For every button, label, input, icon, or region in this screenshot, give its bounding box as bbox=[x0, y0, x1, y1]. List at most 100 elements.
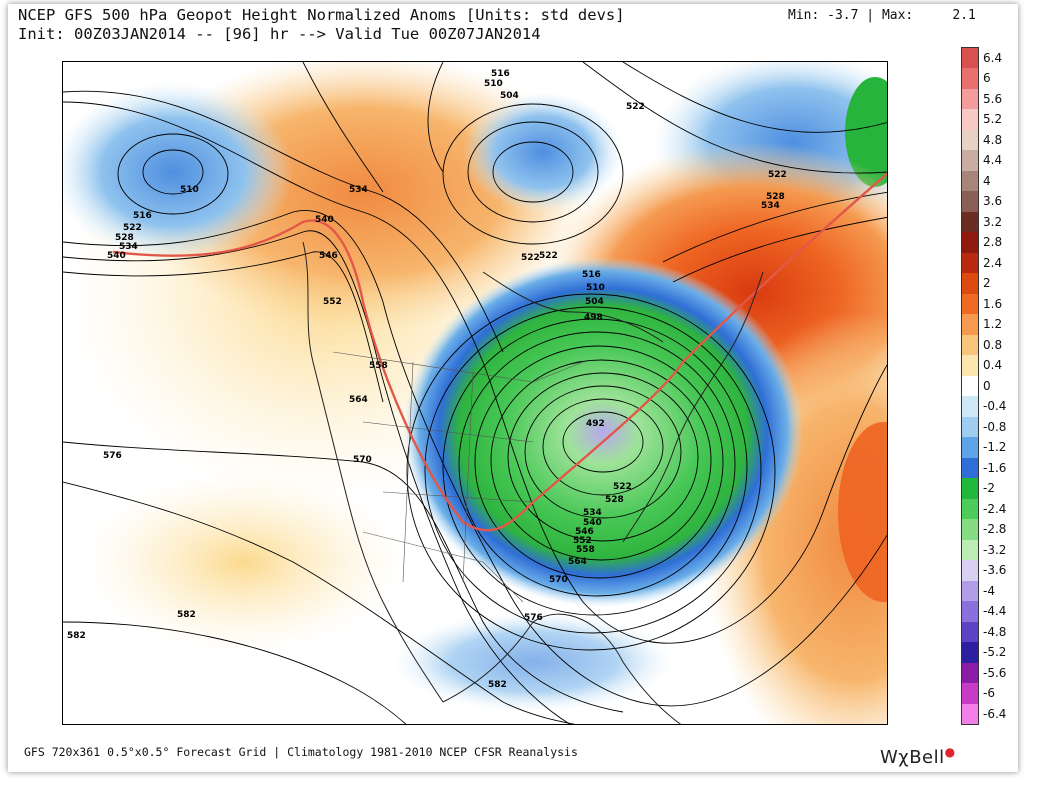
colorbar-swatch bbox=[962, 642, 978, 664]
colorbar-swatch bbox=[962, 621, 978, 643]
anomaly-north-pacific-low bbox=[63, 82, 293, 262]
colorbar-swatch bbox=[962, 232, 978, 254]
contour-label: 576 bbox=[524, 613, 543, 623]
contour-label: 564 bbox=[349, 395, 368, 405]
coastlines bbox=[302, 241, 764, 724]
contour-label: 498 bbox=[584, 313, 603, 323]
contour-label: 558 bbox=[576, 545, 595, 555]
contour-label: 564 bbox=[568, 557, 587, 567]
colorbar bbox=[961, 47, 979, 725]
contour-label: 528 bbox=[605, 495, 624, 505]
colorbar-label: -4.4 bbox=[983, 604, 1007, 619]
colorbar-label: 4.4 bbox=[983, 153, 1003, 168]
footer-info: GFS 720x361 0.5°x0.5° Forecast Grid | Cl… bbox=[24, 745, 578, 759]
max-value: 2.1 bbox=[952, 8, 976, 23]
contour-label: 534 bbox=[583, 508, 602, 518]
anomaly-pacific-warm bbox=[83, 472, 403, 652]
contour-label: 546 bbox=[319, 251, 338, 261]
contour-label: 552 bbox=[323, 297, 342, 307]
anomaly-arctic-low bbox=[463, 92, 623, 212]
colorbar-swatch bbox=[962, 48, 978, 69]
colorbar-swatch bbox=[962, 498, 978, 520]
colorbar-label: 2 bbox=[983, 276, 991, 291]
colorbar-label: 0 bbox=[983, 378, 991, 393]
contour-label: 522 bbox=[539, 251, 558, 261]
colorbar-swatch bbox=[962, 560, 978, 582]
map-canvas: 516 510 504 522 534 528 534 522 510 516 … bbox=[63, 62, 887, 724]
contour-label: 540 bbox=[315, 215, 334, 225]
colorbar-label: 2.4 bbox=[983, 255, 1003, 270]
anomaly-atlantic-core bbox=[838, 422, 887, 602]
colorbar-swatch bbox=[962, 129, 978, 151]
colorbar-swatch bbox=[962, 211, 978, 233]
colorbar-label: -2.8 bbox=[983, 522, 1007, 537]
colorbar-swatch bbox=[962, 150, 978, 172]
colorbar-swatch bbox=[962, 539, 978, 561]
colorbar-label: 4.8 bbox=[983, 132, 1003, 147]
colorbar-label: 1.2 bbox=[983, 317, 1003, 332]
logo-dot-icon: ● bbox=[944, 745, 956, 759]
colorbar-swatch bbox=[962, 703, 978, 725]
contour-label: 582 bbox=[67, 631, 86, 641]
contour-label: 534 bbox=[761, 201, 780, 211]
colorbar-swatch bbox=[962, 334, 978, 356]
colorbar-swatch bbox=[962, 396, 978, 418]
contour-label: 582 bbox=[177, 610, 196, 620]
height-contours bbox=[63, 62, 887, 724]
colorbar-swatch bbox=[962, 601, 978, 623]
colorbar-swatch bbox=[962, 519, 978, 541]
contour-label: 534 bbox=[349, 185, 368, 195]
colorbar-swatch bbox=[962, 191, 978, 213]
contour-label: 516 bbox=[582, 270, 601, 280]
map-title: NCEP GFS 500 hPa Geopot Height Normalize… bbox=[18, 6, 625, 44]
contour-label: 522 bbox=[626, 102, 645, 112]
colorbar-label: -3.2 bbox=[983, 542, 1007, 557]
contour-label: 528 bbox=[766, 192, 785, 202]
colorbar-label: -6 bbox=[983, 686, 995, 701]
contour-label: 510 bbox=[484, 79, 503, 89]
colorbar-label: -3.6 bbox=[983, 563, 1007, 578]
colorbar-swatch bbox=[962, 273, 978, 295]
contour-540-dam bbox=[112, 172, 887, 532]
contour-label: 522 bbox=[123, 223, 142, 233]
wxbell-logo: WχBell● bbox=[880, 745, 956, 768]
contour-label: 516 bbox=[133, 211, 152, 221]
colorbar-label: 1.6 bbox=[983, 296, 1003, 311]
colorbar-label: -1.6 bbox=[983, 460, 1007, 475]
colorbar-swatch bbox=[962, 68, 978, 90]
colorbar-swatch bbox=[962, 252, 978, 274]
contour-labels: 516 510 504 522 534 528 534 522 510 516 … bbox=[67, 69, 787, 690]
colorbar-label: -0.4 bbox=[983, 399, 1007, 414]
colorbar-label: -6.4 bbox=[983, 706, 1007, 721]
contour-label: 504 bbox=[500, 91, 519, 101]
colorbar-label: -0.8 bbox=[983, 419, 1007, 434]
contour-label: 504 bbox=[585, 297, 604, 307]
colorbar-label: 2.8 bbox=[983, 235, 1003, 250]
colorbar-label: -2.4 bbox=[983, 501, 1007, 516]
brand-name: WχBell bbox=[880, 747, 945, 768]
colorbar-label: -4 bbox=[983, 583, 995, 598]
colorbar-swatch bbox=[962, 683, 978, 704]
colorbar-swatch bbox=[962, 580, 978, 602]
title-line-1: NCEP GFS 500 hPa Geopot Height Normalize… bbox=[18, 6, 625, 24]
anomaly-polar-vortex bbox=[403, 257, 803, 607]
min-value: -3.7 bbox=[827, 8, 859, 23]
colorbar-label: -5.2 bbox=[983, 645, 1007, 660]
max-label: Max: bbox=[881, 8, 914, 23]
colorbar-label: 3.6 bbox=[983, 194, 1003, 209]
colorbar-label: -1.2 bbox=[983, 440, 1007, 455]
colorbar-label: 3.2 bbox=[983, 214, 1003, 229]
colorbar-swatch bbox=[962, 662, 978, 684]
contour-label: 522 bbox=[613, 482, 632, 492]
anomaly-greenland-core bbox=[845, 77, 887, 187]
colorbar-label: 5.2 bbox=[983, 112, 1003, 127]
colorbar-swatch bbox=[962, 478, 978, 500]
contour-label: 534 bbox=[119, 242, 138, 252]
contour-label: 492 bbox=[586, 419, 605, 429]
colorbar-swatch bbox=[962, 355, 978, 377]
contour-label: 540 bbox=[583, 518, 602, 528]
contour-label: 528 bbox=[115, 233, 134, 243]
colorbar-swatch bbox=[962, 437, 978, 459]
title-line-2: Init: 00Z03JAN2014 -- [96] hr --> Valid … bbox=[18, 25, 541, 43]
contour-label: 582 bbox=[488, 680, 507, 690]
